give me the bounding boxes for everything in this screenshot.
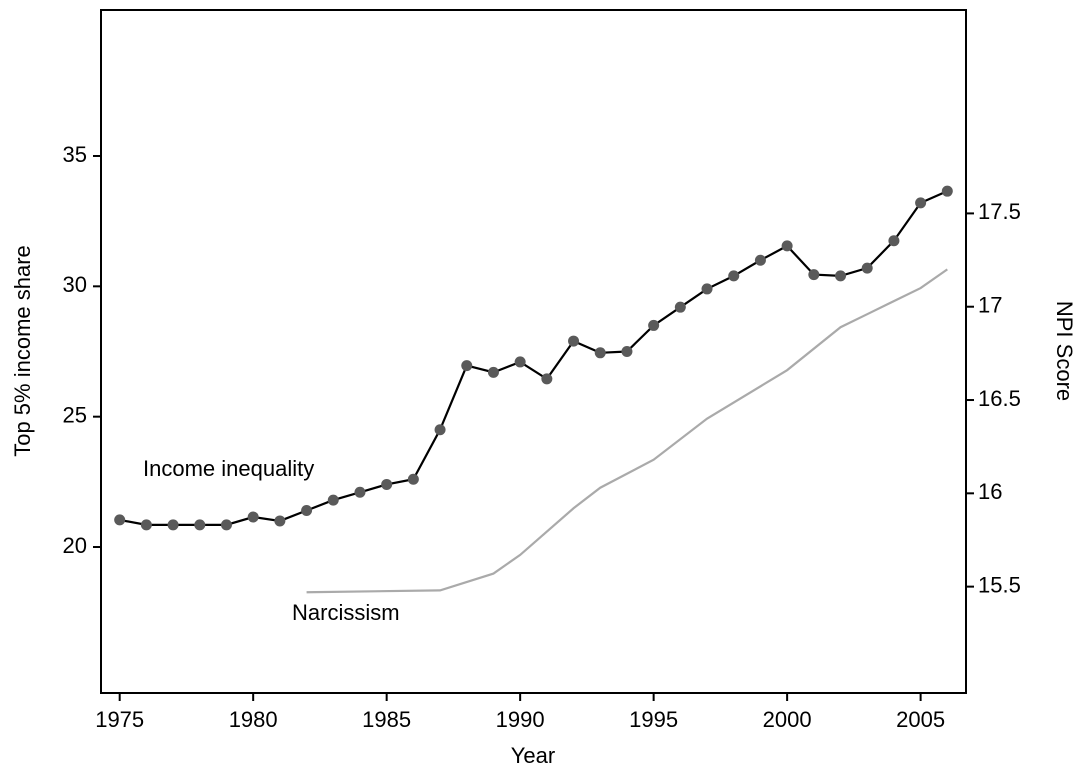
series-point <box>781 240 793 252</box>
y-tick-label: 30 <box>63 272 87 297</box>
series-point <box>434 424 446 436</box>
series-point <box>381 478 393 490</box>
series-point <box>701 283 713 295</box>
x-tick-label: 1975 <box>95 707 144 732</box>
series-point <box>648 319 660 331</box>
series-point <box>835 270 847 282</box>
plot-frame <box>100 9 967 694</box>
series-point <box>861 262 873 274</box>
series-point <box>140 519 152 531</box>
series-point <box>354 486 366 498</box>
series-point <box>194 519 206 531</box>
x-tick-label: 1990 <box>496 707 545 732</box>
series-point <box>888 235 900 247</box>
series-point <box>327 494 339 506</box>
y-tick-label: 20 <box>63 533 87 558</box>
series-point <box>621 346 633 357</box>
series-point <box>461 360 473 372</box>
y-axis-label: Top 5% income share <box>10 245 35 457</box>
series-point <box>568 335 580 347</box>
series-point <box>114 514 126 526</box>
x-tick-label: 1995 <box>629 707 678 732</box>
y2-tick-label: 16 <box>978 479 1002 504</box>
x-tick-label: 2005 <box>896 707 945 732</box>
x-tick-label: 2000 <box>763 707 812 732</box>
series-point <box>754 254 766 266</box>
series-point <box>247 511 259 523</box>
series-point <box>167 519 179 531</box>
y-tick-label: 35 <box>63 142 87 167</box>
y2-tick-label: 17 <box>978 293 1002 318</box>
series-point <box>301 505 313 517</box>
series-point <box>541 373 553 385</box>
x-axis-label: Year <box>511 743 555 768</box>
y2-tick-label: 17.5 <box>978 199 1021 224</box>
series-point <box>487 366 499 378</box>
y2-tick-label: 16.5 <box>978 386 1021 411</box>
y-tick-label: 25 <box>63 402 87 427</box>
series-point <box>220 519 232 531</box>
x-tick-label: 1985 <box>362 707 411 732</box>
y2-tick-label: 15.5 <box>978 572 1021 597</box>
x-tick-label: 1980 <box>229 707 278 732</box>
series-point <box>514 356 526 368</box>
series-point <box>941 185 953 197</box>
y2-axis-label: NPI Score <box>1052 301 1077 401</box>
series-line <box>306 268 948 594</box>
series-point <box>674 301 686 313</box>
series-point <box>915 197 927 209</box>
annotation: Income inequality <box>143 456 314 481</box>
annotation: Narcissism <box>292 600 400 625</box>
series-point <box>728 270 740 282</box>
series-point <box>594 347 606 359</box>
series-point <box>808 269 820 281</box>
series-point <box>274 515 286 527</box>
series-point <box>407 473 419 485</box>
